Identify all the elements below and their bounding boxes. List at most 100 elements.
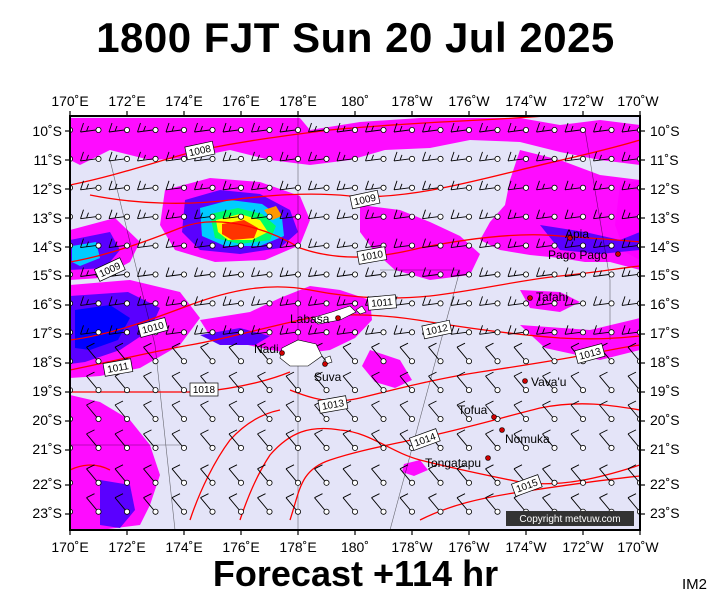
wind-barb xyxy=(365,209,381,220)
wind-station xyxy=(124,271,131,278)
wind-station xyxy=(323,508,330,515)
wind-station xyxy=(266,329,273,336)
isobar-label: 1013 xyxy=(574,343,606,364)
wind-barb xyxy=(171,493,183,510)
wind-barb xyxy=(257,429,268,447)
lon-label: 174˚E xyxy=(165,539,202,555)
wind-barb xyxy=(308,296,324,306)
lat-label: 23˚S xyxy=(650,505,680,521)
wind-station xyxy=(580,127,587,134)
wind-barb xyxy=(593,238,609,249)
wind-barb xyxy=(336,296,353,306)
wind-station xyxy=(124,242,131,249)
wind-barb xyxy=(137,296,153,306)
wind-barb xyxy=(399,400,411,418)
wind-barb xyxy=(479,122,495,133)
wind-station xyxy=(608,415,615,422)
wind-station xyxy=(494,479,501,486)
wind-barb xyxy=(399,429,411,447)
wind-station xyxy=(465,479,472,486)
wind-barb xyxy=(342,342,354,360)
wind-barb xyxy=(171,400,183,418)
wind-barb xyxy=(450,122,467,133)
wind-barb xyxy=(479,296,495,306)
wind-barb xyxy=(108,296,125,306)
wind-station xyxy=(465,444,472,451)
wind-barb xyxy=(171,371,183,389)
wind-station xyxy=(465,155,472,162)
wind-station xyxy=(380,184,387,191)
wind-station xyxy=(180,358,187,365)
wind-station xyxy=(551,387,558,394)
wind-station xyxy=(380,155,387,162)
wind-station xyxy=(408,184,415,191)
wind-barb xyxy=(108,180,125,191)
wind-station xyxy=(124,444,131,451)
wind-station xyxy=(494,358,501,365)
wind-station xyxy=(237,358,244,365)
wind-barb xyxy=(599,371,610,389)
wind-station xyxy=(580,213,587,220)
latitude-labels-left: 10˚S 11˚S 12˚S 13˚S 14˚S 15˚S 16˚S 17˚S … xyxy=(32,123,62,521)
wind-station xyxy=(523,242,530,249)
wind-barb xyxy=(393,238,410,249)
wind-station xyxy=(380,213,387,220)
wind-barb xyxy=(564,151,581,162)
wind-station xyxy=(323,415,330,422)
wind-station xyxy=(494,127,501,134)
wind-station xyxy=(180,415,187,422)
wind-barb xyxy=(285,371,297,389)
wind-barb xyxy=(479,209,495,220)
wind-barb xyxy=(627,400,639,418)
wind-barb xyxy=(428,493,439,510)
wind-barb xyxy=(456,464,468,482)
wind-barb xyxy=(371,493,382,510)
image-code: IM2 xyxy=(682,576,708,593)
wind-barb xyxy=(86,429,97,447)
wind-station xyxy=(608,358,615,365)
wind-station xyxy=(408,242,415,249)
wind-barb xyxy=(428,371,439,389)
wind-barb xyxy=(285,464,297,482)
wind-station xyxy=(180,479,187,486)
wind-barb xyxy=(336,180,353,191)
wind-station xyxy=(323,213,330,220)
wind-barb xyxy=(593,325,609,335)
isobar-label: 1008 xyxy=(184,140,216,161)
wind-barb xyxy=(86,464,97,482)
isobar-label: 1012 xyxy=(421,319,453,340)
wind-station xyxy=(294,155,301,162)
wind-barb xyxy=(200,493,211,510)
wind-station xyxy=(494,300,501,307)
wind-barb xyxy=(314,493,325,510)
wind-station xyxy=(294,271,301,278)
wind-barb xyxy=(621,151,638,162)
wind-station xyxy=(437,479,444,486)
lat-label: 10˚S xyxy=(650,123,680,139)
wind-station xyxy=(152,300,159,307)
wind-barb xyxy=(194,296,210,306)
lat-label: 17˚S xyxy=(650,325,680,341)
wind-barb xyxy=(251,180,267,191)
wind-barb xyxy=(114,342,126,360)
wind-station xyxy=(608,387,615,394)
wind-barb xyxy=(365,238,381,249)
wind-station xyxy=(323,300,330,307)
wind-station xyxy=(266,415,273,422)
wind-station xyxy=(266,271,273,278)
lat-label: 11˚S xyxy=(650,152,679,168)
wind-station xyxy=(580,184,587,191)
wind-barb xyxy=(194,180,210,191)
wind-barb xyxy=(593,209,609,220)
wind-barb xyxy=(536,122,552,133)
wind-station xyxy=(551,271,558,278)
lon-label: 174˚E xyxy=(165,93,202,109)
wind-barb xyxy=(371,464,382,482)
wind-station xyxy=(294,242,301,249)
longitude-labels-bottom: 170˚E 172˚E 174˚E 176˚E 178˚E 180˚ 178˚W… xyxy=(51,539,659,555)
svg-text:1018: 1018 xyxy=(193,385,216,396)
lat-label: 11˚S xyxy=(33,152,62,168)
wind-station xyxy=(180,508,187,515)
wind-barb xyxy=(285,400,297,418)
